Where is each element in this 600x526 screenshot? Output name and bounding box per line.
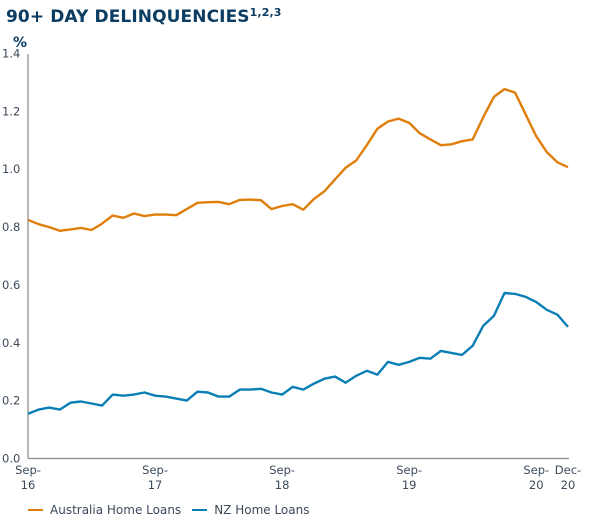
y-tick-label: 0.6	[2, 278, 20, 292]
x-tick-label: Sep-19	[396, 463, 422, 492]
legend-item-nz: NZ Home Loans	[192, 503, 309, 517]
y-tick-label: 0.2	[2, 394, 20, 408]
x-tick-label: Sep-16	[15, 463, 41, 492]
x-tick-label: Sep-17	[142, 463, 168, 492]
y-tick-label: 0.8	[2, 220, 20, 234]
series-lines	[27, 87, 569, 415]
y-axis-unit: %	[13, 35, 28, 51]
x-tick-label: Sep-20	[523, 463, 549, 492]
legend-swatch-nz	[192, 508, 208, 512]
series-line-nz	[27, 291, 569, 415]
line-chart: 0.00.20.40.60.81.01.21.4 Sep-16Sep-17Sep…	[2, 47, 581, 493]
chart-title: 90+ DAY DELINQUENCIES1,2,3	[6, 6, 281, 27]
series-line-australia	[27, 87, 569, 233]
y-axis-ticks: 0.0 0.2 0.4 0.6 0.8 1.0 1.2 1.4	[2, 47, 20, 466]
x-tick-label: Sep-18	[269, 463, 295, 492]
chart-title-text: 90+ DAY DELINQUENCIES	[6, 7, 250, 27]
y-tick-label: 0.0	[2, 452, 20, 466]
y-tick-label: 1.0	[2, 162, 20, 176]
legend-label-nz: NZ Home Loans	[214, 503, 310, 517]
chart-title-footnotes: 1,2,3	[249, 6, 282, 19]
legend-label-australia: Australia Home Loans	[50, 503, 182, 517]
y-tick-label: 1.4	[2, 47, 20, 61]
y-tick-label: 1.2	[2, 104, 20, 118]
x-tick-label: Dec-20	[555, 463, 581, 492]
y-tick-label: 0.4	[2, 336, 20, 350]
legend: Australia Home Loans NZ Home Loans	[28, 503, 320, 517]
legend-item-australia: Australia Home Loans	[28, 503, 181, 517]
legend-swatch-australia	[28, 508, 43, 512]
